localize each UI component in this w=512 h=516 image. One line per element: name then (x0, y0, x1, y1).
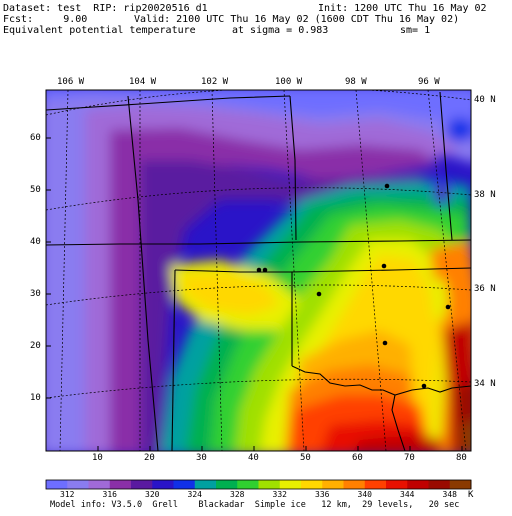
colorbar-swatch (258, 480, 281, 489)
x-tick-label: 40 (248, 453, 259, 463)
y-tick-label: 40 (30, 237, 41, 247)
colorbar-swatch (237, 480, 259, 489)
lat-label: 36 N (474, 284, 496, 294)
colorbar-outline (45, 479, 472, 490)
station-dot (445, 304, 451, 310)
station-dot (421, 383, 427, 389)
colorbar-swatch (279, 480, 302, 489)
plot-frame (45, 89, 472, 452)
x-tick-label: 50 (300, 453, 311, 463)
sm-label: sm= 1 (400, 25, 431, 36)
colorbar-tick-label: 320 (145, 490, 160, 499)
x-tick-label: 80 (456, 453, 467, 463)
colorbar-unit: K (468, 490, 474, 500)
y-tick-label: 30 (30, 289, 41, 299)
y-tick-label: 50 (30, 185, 41, 195)
x-tick-label: 10 (92, 453, 103, 463)
station-dot (381, 263, 387, 269)
dataset-label: Dataset: test RIP: rip20020516 d1 (3, 3, 208, 14)
y-tick-label: 20 (30, 341, 41, 351)
colorbar-swatch (109, 480, 132, 489)
x-tick-label: 30 (196, 453, 207, 463)
lat-label: 34 N (474, 379, 496, 389)
colorbar-tick-label: 344 (400, 490, 415, 499)
lat-label: 38 N (474, 190, 496, 200)
colorbar-tick-label: 348 (442, 490, 457, 499)
state-boundaries (46, 91, 471, 451)
colorbar-swatch (322, 480, 344, 489)
colorbar-swatch (301, 480, 323, 489)
latlon-grid (46, 90, 471, 451)
lat-label: 40 N (474, 95, 496, 105)
theta-e-field (46, 90, 471, 451)
colorbar-swatch (194, 480, 217, 489)
colorbar-swatch (173, 480, 196, 489)
station-dot (384, 183, 390, 189)
y-tick-label: 60 (30, 133, 41, 143)
lon-label: 96 W (418, 77, 440, 87)
fcst-label: Fcst: 9.00 (3, 14, 88, 25)
colorbar-swatch (152, 480, 174, 489)
station-dots (256, 183, 451, 389)
colorbar-swatch (449, 480, 472, 489)
y-tick-label: 10 (30, 393, 41, 403)
colorbar-swatch (386, 480, 408, 489)
lon-label: 98 W (345, 77, 367, 87)
colorbar-swatch (88, 480, 111, 489)
colorbar-swatch (67, 480, 89, 489)
colorbar-tick-label: 328 (230, 490, 245, 499)
x-tick-label: 60 (352, 453, 363, 463)
colorbar-tick-label: 312 (60, 490, 75, 499)
init-label: Init: 1200 UTC Thu 16 May 02 (318, 3, 487, 14)
valid-label: Valid: 2100 UTC Thu 16 May 02 (1600 CDT … (134, 14, 460, 25)
colorbar-tick-label: 324 (187, 490, 202, 499)
station-dot (262, 267, 268, 273)
colorbar-tick-label: 316 (102, 490, 117, 499)
axis-ticks (46, 137, 463, 451)
station-dot (256, 267, 262, 273)
lon-label: 102 W (201, 77, 229, 87)
lon-label: 104 W (129, 77, 157, 87)
x-tick-label: 70 (404, 453, 415, 463)
colorbar-tick-label: 332 (272, 490, 287, 499)
sigma-label: at sigma = 0.983 (232, 25, 329, 36)
colorbar-swatch (343, 480, 366, 489)
colorbar-swatch (364, 480, 387, 489)
x-tick-label: 20 (144, 453, 155, 463)
lon-label: 100 W (275, 77, 303, 87)
lon-label: 106 W (57, 77, 85, 87)
colorbar (45, 479, 472, 490)
colorbar-swatch (428, 480, 451, 489)
station-dot (316, 291, 322, 297)
colorbar-swatch (216, 480, 238, 489)
colorbar-swatch (407, 480, 429, 489)
colorbar-tick-label: 340 (357, 490, 372, 499)
colorbar-swatch (131, 480, 153, 489)
model-info: Model info: V3.5.0 Grell Blackadar Simpl… (50, 500, 460, 510)
field-name: Equivalent potential temperature (3, 25, 196, 36)
colorbar-swatch (46, 480, 68, 489)
station-dot (382, 340, 388, 346)
colorbar-tick-label: 336 (315, 490, 330, 499)
